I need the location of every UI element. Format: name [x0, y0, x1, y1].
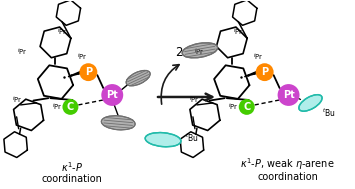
Text: $^{i}$Pr: $^{i}$Pr — [253, 52, 264, 63]
Text: $\kappa^{1}$-$\mathit{P}$: $\kappa^{1}$-$\mathit{P}$ — [61, 161, 83, 174]
Text: $^{i}$Pr: $^{i}$Pr — [233, 27, 244, 38]
Text: Pt: Pt — [106, 90, 118, 100]
FancyArrowPatch shape — [161, 65, 179, 104]
Circle shape — [256, 63, 274, 81]
Circle shape — [62, 99, 78, 115]
Ellipse shape — [299, 95, 322, 111]
Text: $^{i}$Pr: $^{i}$Pr — [17, 47, 28, 58]
Circle shape — [101, 84, 123, 106]
Text: $^{i}$Pr: $^{i}$Pr — [228, 101, 239, 113]
Text: coordination: coordination — [42, 174, 103, 184]
Text: $^{i}$Pr: $^{i}$Pr — [77, 52, 88, 63]
Text: coordination: coordination — [257, 172, 318, 182]
Ellipse shape — [182, 43, 218, 58]
Circle shape — [80, 63, 97, 81]
Text: $^{i}$Pr: $^{i}$Pr — [57, 27, 68, 38]
Text: C: C — [243, 102, 250, 112]
Text: $^{t}$Bu: $^{t}$Bu — [322, 107, 335, 119]
Text: Pt: Pt — [283, 90, 294, 100]
Ellipse shape — [126, 70, 150, 86]
Polygon shape — [244, 71, 258, 77]
Text: $\kappa^{1}$-$\mathit{P}$, weak $\eta$-arene: $\kappa^{1}$-$\mathit{P}$, weak $\eta$-a… — [240, 156, 335, 172]
Text: 2: 2 — [175, 46, 183, 59]
Text: $^{t}$Bu: $^{t}$Bu — [185, 132, 199, 144]
Circle shape — [239, 99, 255, 115]
Text: C: C — [67, 102, 74, 112]
Text: $^{i}$Pr: $^{i}$Pr — [189, 94, 199, 106]
Polygon shape — [68, 71, 82, 77]
Text: P: P — [261, 67, 268, 77]
Text: P: P — [85, 67, 92, 77]
Ellipse shape — [102, 116, 135, 130]
Text: $^{i}$Pr: $^{i}$Pr — [12, 94, 23, 106]
Text: $^{i}$Pr: $^{i}$Pr — [52, 101, 63, 113]
Circle shape — [278, 84, 300, 106]
Ellipse shape — [145, 132, 181, 147]
Text: $^{i}$Pr: $^{i}$Pr — [193, 47, 204, 58]
